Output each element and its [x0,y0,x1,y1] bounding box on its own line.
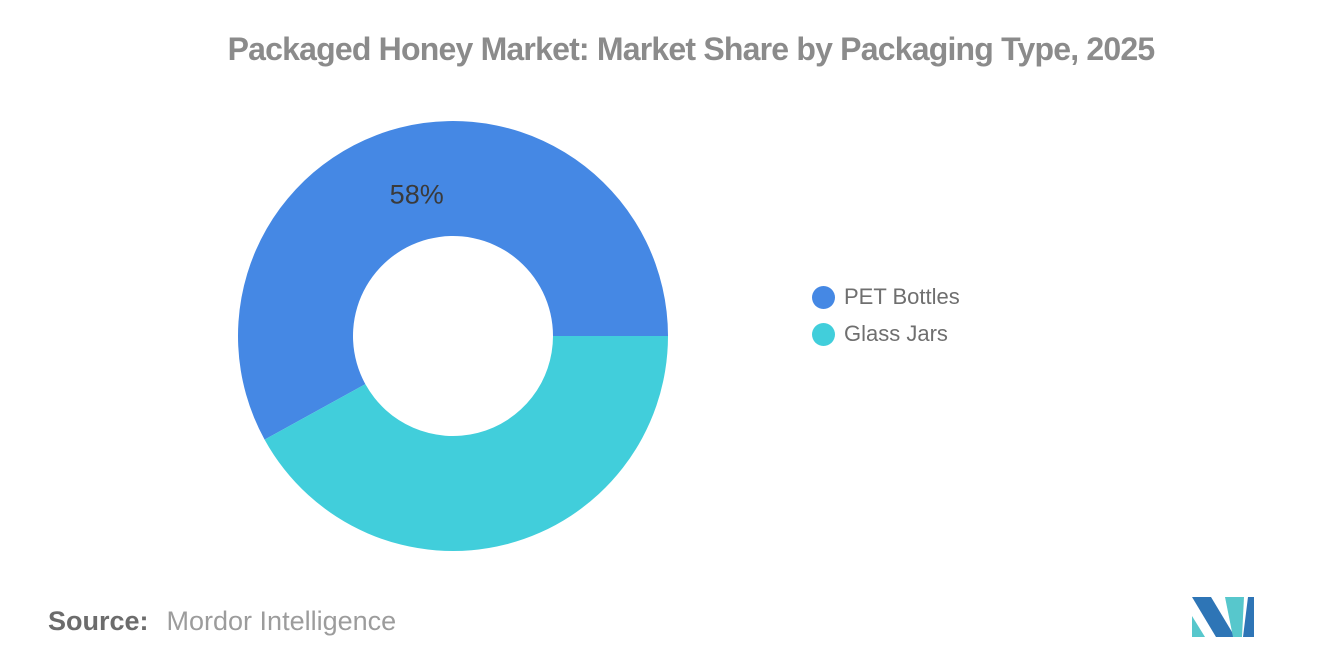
legend-item-label: Glass Jars [844,321,948,346]
legend: PET Bottles Glass Jars [812,284,960,347]
source-label: Source: [48,606,149,636]
logo-left-diagonal-shape [1192,597,1235,637]
legend-item-glass-jars[interactable]: Glass Jars [812,321,960,347]
chart-title: Packaged Honey Market: Market Share by P… [227,31,1156,67]
source-line: Source: Mordor Intelligence [48,606,396,637]
legend-item-label: PET Bottles [844,284,960,309]
legend-marker-icon [812,285,835,309]
slice-data-label-pet-bottles: 58% [390,180,444,210]
legend-item-pet-bottles[interactable]: PET Bottles [812,284,960,310]
mordor-intelligence-logo [1192,597,1254,637]
source-value: Mordor Intelligence [166,606,397,636]
donut-slice-pet-bottles[interactable] [237,121,668,440]
logo-left-triangle-shape [1192,616,1205,637]
donut-slice-glass-jars[interactable] [264,336,668,552]
legend-marker-icon [812,322,835,346]
logo-right-diagonal-shape [1225,597,1244,637]
logo-right-leg-shape [1243,597,1254,637]
